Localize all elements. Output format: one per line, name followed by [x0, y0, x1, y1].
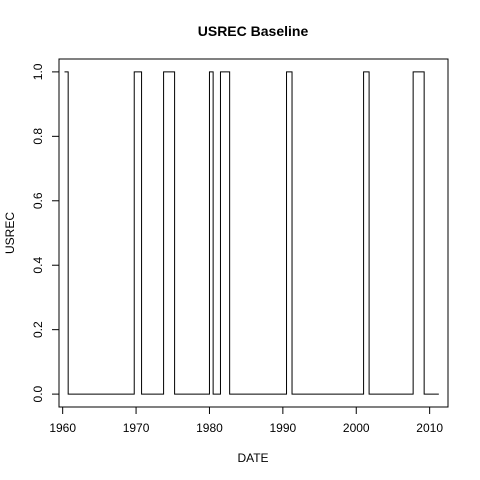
y-tick-label: 0.8 — [31, 128, 45, 145]
y-axis-label: USREC — [3, 212, 17, 254]
y-tick-label: 0.0 — [31, 385, 45, 402]
x-axis: 1960 1970 1980 1990 2000 2010 — [49, 407, 443, 435]
x-axis-label: DATE — [237, 451, 268, 465]
y-tick-label: 0.4 — [31, 257, 45, 274]
y-tick-label: 1.0 — [31, 63, 45, 80]
x-tick-label: 1980 — [196, 421, 223, 435]
y-tick-label: 0.2 — [31, 321, 45, 338]
x-tick-label: 2000 — [343, 421, 370, 435]
y-tick-label: 0.6 — [31, 192, 45, 209]
y-axis: 0.0 0.2 0.4 0.6 0.8 1.0 — [31, 63, 59, 402]
chart-title: USREC Baseline — [198, 23, 309, 39]
plot-frame — [59, 59, 448, 407]
x-tick-label: 2010 — [416, 421, 443, 435]
usrec-series-line — [65, 72, 439, 394]
x-tick-label: 1970 — [123, 421, 150, 435]
x-tick-label: 1990 — [270, 421, 297, 435]
x-tick-label: 1960 — [49, 421, 76, 435]
